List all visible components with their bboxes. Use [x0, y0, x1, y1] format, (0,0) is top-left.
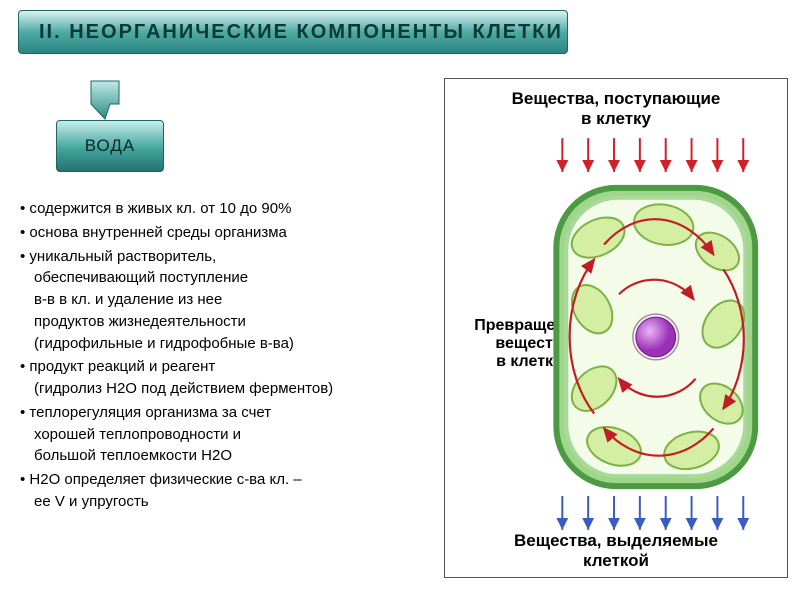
diagram-label-incoming: Вещества, поступающиев клетку [445, 89, 787, 129]
water-fact-item: H2O определяет физические с-ва кл. –ее V… [20, 469, 420, 513]
water-fact-item: продукт реакций и реагент(гидролиз H2O п… [20, 356, 420, 400]
water-fact-item: теплорегуляция организма за счетхорошей … [20, 402, 420, 467]
section-header: II. НЕОРГАНИЧЕСКИЕ КОМПОНЕНТЫ КЛЕТКИ [18, 10, 568, 54]
section-title: II. НЕОРГАНИЧЕСКИЕ КОМПОНЕНТЫ КЛЕТКИ [39, 21, 563, 44]
water-facts-list: содержится в живых кл. от 10 до 90%основ… [20, 198, 420, 515]
water-fact-continuation: в-в в кл. и удаление из нее [20, 289, 420, 311]
water-fact-continuation: большой теплоемкости H2O [20, 445, 420, 467]
water-fact-continuation: хорошей теплопроводности и [20, 424, 420, 446]
water-fact-continuation: ее V и упругость [20, 491, 420, 513]
water-badge: ВОДА [56, 120, 164, 172]
water-label: ВОДА [85, 136, 135, 156]
water-fact-item: основа внутренней среды организма [20, 222, 420, 244]
cell-diagram-svg [445, 129, 787, 539]
water-fact-continuation: (гидрофильные и гидрофобные в-ва) [20, 333, 420, 355]
water-fact-item: уникальный растворитель,обеспечивающий п… [20, 246, 420, 355]
water-fact-continuation: продуктов жизнедеятельности [20, 311, 420, 333]
cell-diagram-box: Вещества, поступающиев клетку Превращени… [444, 78, 788, 578]
water-fact-item: содержится в живых кл. от 10 до 90% [20, 198, 420, 220]
diagram-label-outgoing: Вещества, выделяемыеклеткой [445, 531, 787, 571]
water-fact-continuation: обеспечивающий поступление [20, 267, 420, 289]
water-fact-continuation: (гидролиз H2O под действием ферментов) [20, 378, 420, 400]
water-callout-arrow [90, 80, 120, 120]
